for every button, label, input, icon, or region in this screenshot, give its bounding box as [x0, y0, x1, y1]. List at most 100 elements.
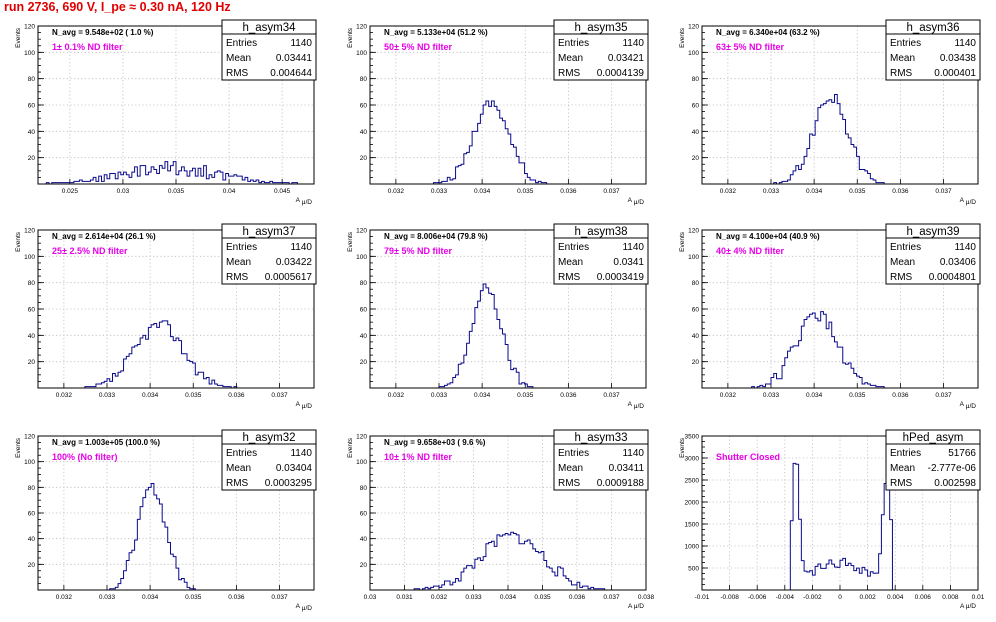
filter-label: Shutter Closed [716, 452, 780, 462]
stat-value: 1140 [622, 448, 644, 459]
x-axis-label: A [296, 603, 301, 610]
x-tick-label: 0.037 [603, 392, 620, 399]
x-tick-label: -0.01 [695, 594, 710, 601]
stat-value: 1140 [290, 448, 312, 459]
stat-box-title: h_asym32 [242, 432, 295, 444]
stat-value: 0.03411 [609, 463, 645, 474]
y-tick-label: 40 [360, 333, 368, 340]
x-tick-label: 0.033 [99, 392, 116, 399]
navg-label: N_avg = 1.003e+05 (100.0 %) [52, 438, 160, 447]
plot-frame [37, 435, 315, 591]
x-tick-label: 0.037 [603, 594, 620, 601]
x-tick-label: 0.037 [935, 392, 952, 399]
x-tick-label: 0.03 [364, 594, 377, 601]
y-tick-label: 40 [28, 129, 36, 136]
histogram-panel: -0.01 -0.008 -0.006 -0.004 -0.002 0 0.002 0.004… [664, 428, 994, 622]
stat-value: 0.0004139 [597, 68, 645, 79]
x-tick-label: 0.034 [142, 594, 159, 601]
stat-label: Entries [558, 242, 589, 253]
stat-label: Mean [558, 257, 583, 268]
x-tick-label: -0.002 [803, 594, 822, 601]
stat-label: Entries [226, 448, 257, 459]
y-tick-label: 60 [360, 103, 368, 110]
y-axis-label: Events [15, 231, 22, 252]
x-tick-label: 0.036 [560, 392, 577, 399]
x-axis-label-subscript: μ/D [302, 605, 313, 612]
x-axis-label-subscript: μ/D [966, 403, 977, 410]
y-tick-label: 20 [692, 155, 700, 162]
y-tick-label: 80 [28, 280, 36, 287]
stat-box [885, 223, 981, 285]
x-tick-label: 0.032 [431, 594, 448, 601]
histogram-chart: 0.03 0.031 0.032 0.033 0.034 0.035 0.036 0.037 0… [347, 429, 655, 610]
x-tick-label: 0.033 [99, 594, 116, 601]
histogram-panel: 0.032 0.033 0.034 0.035 0.036 0.037 20 40 60 80 10… [0, 428, 330, 622]
y-tick-label: 60 [28, 511, 36, 518]
histogram-chart: 0.032 0.033 0.034 0.035 0.036 0.037 20 40 60 80 10… [679, 223, 981, 410]
stat-box [221, 429, 317, 491]
y-tick-label: 80 [360, 485, 368, 492]
y-tick-label: 3500 [685, 434, 700, 441]
histogram-chart: 0.032 0.033 0.034 0.035 0.036 0.037 20 40 60 80 10… [347, 223, 649, 410]
x-axis-label: A μ/D [960, 603, 976, 610]
y-axis-label: Events [15, 437, 22, 458]
stat-value: 1140 [954, 242, 976, 253]
plot-frame [369, 25, 647, 185]
stat-label: Entries [890, 242, 921, 253]
x-tick-label: 0.035 [185, 392, 202, 399]
stat-label: Mean [226, 257, 251, 268]
histogram-panel: 0.032 0.033 0.034 0.035 0.036 0.037 20 40 60 80 10… [0, 222, 330, 420]
x-tick-label: 0.037 [935, 188, 952, 195]
y-axis-label: Events [15, 27, 22, 48]
x-tick-label: 0.036 [892, 188, 909, 195]
y-axis-label: Events [679, 437, 686, 458]
stat-label: Mean [890, 53, 915, 64]
x-tick-label: 0.01 [972, 594, 985, 601]
stat-box-title: h_asym34 [242, 22, 296, 34]
y-tick-label: 40 [692, 333, 700, 340]
y-tick-label: 40 [28, 333, 36, 340]
stat-box [221, 19, 317, 81]
stat-box-title: h_asym36 [906, 22, 959, 34]
y-tick-label: 60 [360, 307, 368, 314]
histogram-series [38, 161, 314, 185]
stat-label: RMS [890, 272, 913, 283]
x-tick-label: 0.002 [859, 594, 876, 601]
stat-value: 1140 [954, 38, 976, 49]
x-tick-label: 0.033 [763, 392, 780, 399]
y-tick-label: 100 [356, 254, 367, 261]
stat-value: 0.03438 [940, 53, 977, 64]
x-tick-label: 0.045 [274, 188, 291, 195]
stat-label: Entries [890, 38, 921, 49]
stat-label: Mean [890, 257, 915, 268]
x-tick-label: 0.032 [388, 392, 405, 399]
stat-value: 1140 [622, 242, 644, 253]
filter-label: 63± 5% ND filter [716, 42, 784, 52]
stat-label: RMS [226, 272, 249, 283]
y-tick-label: 120 [356, 434, 367, 441]
navg-label: N_avg = 4.100e+04 (40.9 %) [716, 232, 820, 241]
x-tick-label: 0.034 [806, 392, 823, 399]
y-tick-label: 20 [360, 155, 368, 162]
histogram-series [702, 93, 978, 185]
histogram-chart: 0.032 0.033 0.034 0.035 0.036 0.037 20 40 60 80 10… [15, 429, 317, 612]
x-tick-label: 0.035 [849, 188, 866, 195]
x-axis-label: A [628, 401, 633, 408]
y-tick-label: 80 [28, 76, 36, 83]
stat-box [885, 19, 981, 81]
navg-label: N_avg = 6.340e+04 (63.2 %) [716, 28, 820, 37]
stat-label: Mean [890, 463, 915, 474]
x-tick-label: 0.033 [431, 188, 448, 195]
stat-label: Mean [226, 463, 251, 474]
y-tick-label: 120 [24, 24, 35, 31]
stat-box-title: h_asym35 [574, 22, 627, 34]
y-tick-label: 60 [360, 511, 368, 518]
x-tick-label: 0.038 [638, 594, 655, 601]
navg-label: N_avg = 5.133e+04 (51.2 %) [384, 28, 488, 37]
x-tick-label: 0.037 [271, 392, 288, 399]
histogram-panel: 0.025 0.03 0.035 0.04 0.045 20 40 60 80 100 120 Eve… [0, 18, 330, 216]
x-tick-label: 0.035 [534, 594, 551, 601]
x-tick-label: 0.037 [271, 594, 288, 601]
y-tick-label: 20 [360, 359, 368, 366]
stat-value: 0.03422 [276, 257, 313, 268]
